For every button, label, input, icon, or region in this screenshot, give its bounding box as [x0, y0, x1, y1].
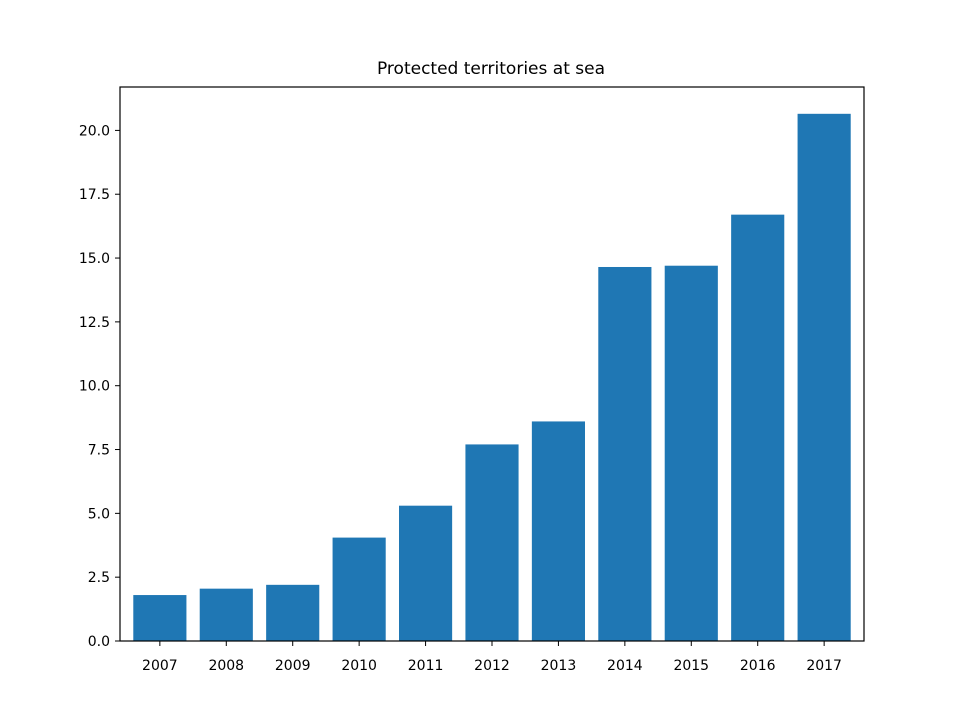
y-tick-label-10.0: 10.0: [79, 379, 110, 395]
bar-2009: [266, 584, 320, 641]
bar-2017: [797, 113, 851, 641]
bars-group: [133, 113, 851, 641]
chart-title: Protected territories at sea: [377, 59, 605, 79]
bar-2012: [465, 444, 519, 641]
bar-2015: [664, 265, 718, 641]
x-tick-label-2007: 2007: [142, 658, 178, 674]
y-tick-label-7.5: 7.5: [88, 443, 110, 459]
x-tick-label-2012: 2012: [474, 658, 510, 674]
x-tick-label-2010: 2010: [341, 658, 377, 674]
bar-2011: [399, 505, 453, 641]
bar-2008: [199, 588, 253, 641]
x-tick-label-2013: 2013: [541, 658, 577, 674]
bar-2007: [133, 595, 187, 641]
bar-2014: [598, 266, 652, 641]
bar-2013: [531, 421, 585, 641]
x-tick-label-2015: 2015: [673, 658, 709, 674]
y-tick-label-15.0: 15.0: [79, 251, 110, 267]
y-tick-label-5.0: 5.0: [88, 506, 110, 522]
x-tick-label-2014: 2014: [607, 658, 643, 674]
x-tick-label-2009: 2009: [275, 658, 311, 674]
bar-2016: [731, 214, 785, 641]
y-tick-label-17.5: 17.5: [79, 187, 110, 203]
bar-2010: [332, 537, 386, 641]
y-tick-label-0.0: 0.0: [88, 634, 110, 650]
y-tick-label-20.0: 20.0: [79, 123, 110, 139]
y-tick-label-2.5: 2.5: [88, 570, 110, 586]
x-axis: 2007 2008 2009 2010 2011 2012 2013 2014 2015 2016…: [142, 641, 842, 674]
y-tick-label-12.5: 12.5: [79, 315, 110, 331]
x-tick-label-2017: 2017: [806, 658, 842, 674]
x-tick-label-2016: 2016: [740, 658, 776, 674]
y-axis: 0.0 2.5 5.0 7.5 10.0 12.5 15.0 17.5 20.0: [79, 123, 120, 650]
x-tick-label-2008: 2008: [208, 658, 244, 674]
x-tick-label-2011: 2011: [408, 658, 444, 674]
plot-frame: [119, 86, 865, 642]
